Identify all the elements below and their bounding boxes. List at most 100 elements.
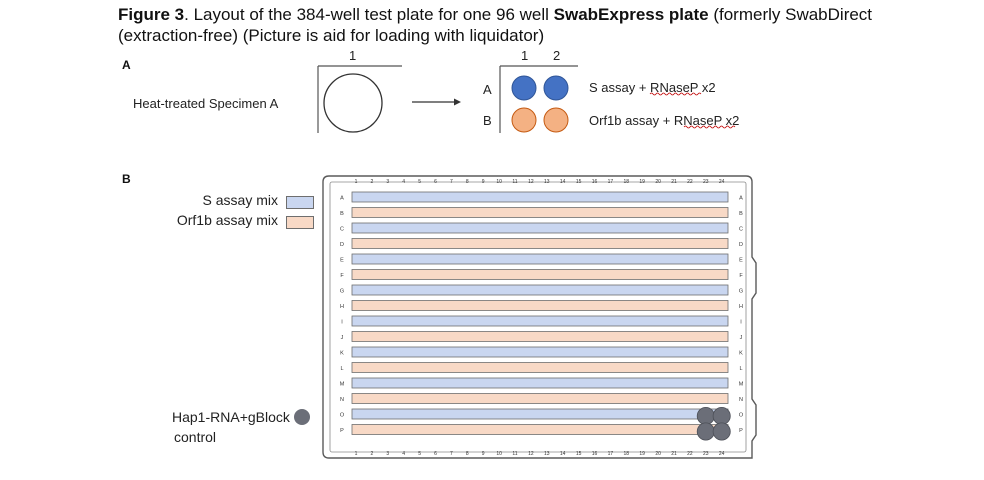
column-label-bottom: 7 — [450, 451, 453, 457]
figure-title-bold: SwabExpress plate — [553, 5, 709, 24]
column-label-bottom: 17 — [608, 451, 614, 457]
row-label-left: H — [340, 304, 344, 310]
column-label-bottom: 3 — [386, 451, 389, 457]
column-label-top: 23 — [703, 179, 709, 185]
column-label-top: 1 — [355, 179, 358, 185]
row-label-right: J — [740, 335, 743, 341]
column-label-bottom: 15 — [576, 451, 582, 457]
figure-title-rest: (formerly SwabDirect (extraction-free) (… — [118, 5, 873, 45]
control-label-line1: Hap1-RNA+gBlock — [172, 409, 290, 425]
plate-row-d — [351, 238, 729, 249]
well-a1 — [511, 75, 537, 101]
column-label-top: 10 — [496, 179, 502, 185]
column-label-bottom: 19 — [639, 451, 645, 457]
plate-row-f — [351, 269, 729, 280]
spellcheck-mark-2 — [683, 125, 736, 129]
legend-s-label: S assay mix — [202, 192, 278, 208]
row-label-left: O — [340, 413, 345, 419]
column-label-top: 9 — [482, 179, 485, 185]
column-label-bottom: 2 — [371, 451, 374, 457]
plate-row-k — [351, 346, 729, 358]
control-label-line2: control — [174, 429, 217, 445]
panel-a-label: A — [122, 58, 131, 72]
row-label-right: K — [739, 351, 743, 357]
row-label-left: F — [340, 273, 344, 279]
plate-row-l — [351, 362, 729, 373]
column-label-bottom: 21 — [671, 451, 677, 457]
row-label-left: D — [340, 242, 344, 248]
column-label-top: 3 — [386, 179, 389, 185]
well-b2 — [543, 107, 569, 133]
row-label-right: N — [739, 397, 743, 403]
row-label-right: I — [740, 320, 742, 326]
column-label-bottom: 8 — [466, 451, 469, 457]
panel-b-label: B — [122, 172, 131, 186]
plate-row-p — [351, 424, 729, 435]
control-well-p23 — [696, 422, 715, 441]
dest-row-a-label: A — [483, 82, 492, 97]
figure-title: Figure 3. Layout of the 384-well test pl… — [118, 4, 878, 46]
specimen-well — [323, 73, 383, 133]
row-label-left: K — [340, 351, 344, 357]
plate-row-g — [351, 284, 729, 296]
row-label-right: E — [739, 258, 743, 264]
column-label-top: 5 — [418, 179, 421, 185]
well-a2 — [543, 75, 569, 101]
row-label-right: O — [739, 413, 744, 419]
source-column-label: 1 — [349, 48, 357, 63]
column-label-bottom: 9 — [482, 451, 485, 457]
panel-a-diagram — [317, 65, 736, 133]
column-label-bottom: 16 — [592, 451, 598, 457]
row-a-assay-text: S assay + RNaseP x2 — [589, 80, 716, 95]
column-label-top: 20 — [655, 179, 661, 185]
dest-column-2-label: 2 — [553, 48, 561, 63]
column-label-top: 12 — [528, 179, 534, 185]
column-label-bottom: 18 — [624, 451, 630, 457]
arrow-head — [454, 98, 461, 106]
column-label-bottom: 20 — [655, 451, 661, 457]
row-label-left: N — [340, 397, 344, 403]
row-label-left: M — [340, 382, 345, 388]
column-label-top: 13 — [544, 179, 550, 185]
plate-row-e — [351, 253, 729, 265]
column-label-top: 7 — [450, 179, 453, 185]
column-label-top: 15 — [576, 179, 582, 185]
control-legend-dot — [294, 409, 310, 425]
column-label-bottom: 12 — [528, 451, 534, 457]
column-label-top: 16 — [592, 179, 598, 185]
column-label-top: 14 — [560, 179, 566, 185]
legend-orf-label: Orf1b assay mix — [176, 212, 278, 228]
column-label-top: 19 — [639, 179, 645, 185]
column-label-top: 11 — [512, 179, 517, 185]
row-label-left: L — [340, 366, 343, 372]
column-label-bottom: 1 — [355, 451, 358, 457]
row-label-right: M — [739, 382, 744, 388]
row-label-right: D — [739, 242, 743, 248]
plate-row-h — [351, 300, 729, 311]
column-label-bottom: 23 — [703, 451, 709, 457]
plate-inner-border — [329, 181, 747, 453]
column-label-top: 2 — [371, 179, 374, 185]
legend-orf-swatch — [286, 216, 314, 229]
plate-row-c — [351, 222, 729, 234]
row-label-right: H — [739, 304, 743, 310]
dest-column-1-label: 1 — [521, 48, 529, 63]
control-well-p24 — [712, 422, 731, 441]
dest-row-b-label: B — [483, 113, 492, 128]
column-label-bottom: 4 — [402, 451, 405, 457]
column-label-top: 8 — [466, 179, 469, 185]
plate-row-a — [351, 191, 729, 203]
spellcheck-mark-1 — [649, 92, 702, 96]
legend-s-swatch — [286, 196, 314, 209]
plate-row-o — [351, 408, 729, 420]
column-label-bottom: 11 — [512, 451, 517, 457]
row-label-left: G — [340, 289, 344, 295]
well-b1 — [511, 107, 537, 133]
figure-title-main: . Layout of the 384-well test plate for … — [184, 5, 554, 24]
column-label-top: 6 — [434, 179, 437, 185]
column-label-top: 22 — [687, 179, 693, 185]
plate-row-n — [351, 393, 729, 404]
column-label-bottom: 13 — [544, 451, 550, 457]
row-label-right: L — [739, 366, 742, 372]
control-well-o23 — [696, 406, 715, 425]
